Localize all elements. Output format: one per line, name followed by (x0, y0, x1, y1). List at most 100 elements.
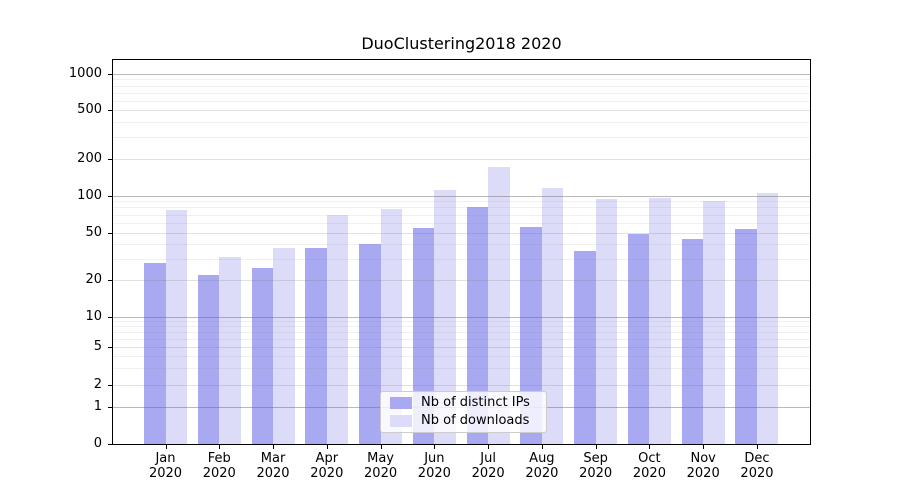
x-tick-label: Feb 2020 (187, 451, 251, 481)
gridline (113, 347, 810, 348)
legend-label-downloads: Nb of downloads (421, 413, 530, 428)
gridline-minor (113, 356, 810, 358)
x-tick (595, 445, 597, 449)
x-tick-label: Oct 2020 (617, 451, 681, 481)
gridline-minor (113, 244, 810, 246)
y-tick-label: 50 (85, 224, 102, 240)
y-tick (108, 347, 113, 348)
x-tick-year: 2020 (525, 466, 559, 481)
gridline-major (113, 195, 810, 197)
gridline-minor (113, 121, 810, 123)
gridline-minor (113, 332, 810, 334)
x-tick-label: May 2020 (349, 451, 413, 481)
plot-area (112, 59, 811, 445)
gridline-minor (113, 100, 810, 102)
x-tick-year: 2020 (256, 466, 290, 481)
gridline-minor (113, 321, 810, 323)
y-tick (108, 316, 113, 318)
x-tick (541, 445, 543, 449)
x-tick-year: 2020 (310, 466, 344, 481)
gridline-minor (113, 214, 810, 216)
y-tick-label: 5 (93, 339, 102, 354)
gridline (113, 159, 810, 160)
bar-distinct-ips (359, 244, 381, 444)
x-tick-month: Jun (424, 451, 445, 466)
y-tick (108, 385, 113, 386)
gridline-minor (113, 92, 810, 94)
legend-label-distinct-ips: Nb of distinct IPs (421, 395, 530, 410)
bar-distinct-ips (197, 275, 220, 444)
bar-downloads (703, 200, 725, 444)
bar-distinct-ips (305, 248, 327, 444)
x-tick-year: 2020 (632, 466, 666, 481)
bar-downloads (326, 214, 349, 444)
gridline-major (113, 74, 810, 75)
x-tick (488, 445, 490, 449)
x-tick-label: Nov 2020 (671, 451, 735, 481)
y-tick-label: 100 (77, 187, 102, 203)
bar-distinct-ips (251, 268, 274, 444)
gridline-minor (113, 368, 810, 370)
x-tick-year: 2020 (417, 466, 451, 481)
legend-item-downloads: Nb of downloads (390, 414, 546, 428)
bar-downloads (488, 166, 510, 444)
y-tick (108, 74, 113, 75)
x-tick (649, 445, 651, 449)
x-tick-label: Jul 2020 (456, 451, 520, 481)
x-tick-label: Dec 2020 (725, 451, 789, 481)
x-tick-year: 2020 (364, 466, 398, 481)
x-tick-month: Apr (315, 451, 339, 466)
gridline-minor (113, 201, 810, 203)
bar-downloads (756, 193, 779, 444)
bar-distinct-ips (144, 262, 166, 444)
gridline-minor (113, 338, 810, 340)
x-tick (756, 445, 758, 449)
y-tick-label: 2 (93, 377, 102, 392)
gridline-minor (113, 85, 810, 87)
legend: Nb of distinct IPs Nb of downloads (380, 391, 547, 433)
x-tick-label: Jan 2020 (134, 451, 198, 481)
x-tick-year: 2020 (148, 466, 183, 481)
bar-downloads (380, 209, 403, 444)
x-tick (380, 445, 382, 449)
bar-distinct-ips (412, 228, 435, 444)
x-tick-month: Oct (638, 451, 661, 466)
x-tick-month: Aug (529, 451, 555, 466)
x-tick (273, 445, 275, 449)
x-tick-label: Apr 2020 (295, 451, 359, 481)
gridline (113, 280, 810, 281)
x-tick-year: 2020 (740, 466, 774, 481)
x-tick-label: Sep 2020 (564, 451, 628, 481)
x-tick-month: Dec (744, 451, 770, 466)
x-tick-label: Mar 2020 (241, 451, 305, 481)
gridline-minor (113, 207, 810, 209)
x-tick-year: 2020 (579, 466, 613, 481)
x-tick (434, 445, 436, 449)
legend-swatch-distinct-ips (390, 397, 412, 409)
gridline-minor (113, 258, 810, 260)
bar-downloads (595, 198, 618, 444)
y-tick (108, 159, 113, 160)
legend-item-distinct-ips: Nb of distinct IPs (390, 396, 546, 410)
x-tick-month: Sep (583, 451, 608, 466)
gridline-minor (113, 137, 810, 139)
bar-distinct-ips (681, 239, 704, 444)
gridline (113, 232, 810, 234)
x-tick-year: 2020 (686, 466, 720, 481)
bar-distinct-ips (627, 233, 650, 444)
gridline-minor (113, 79, 810, 81)
y-tick-label: 10 (85, 308, 102, 324)
y-tick-label: 200 (77, 151, 102, 166)
gridline (113, 385, 810, 386)
x-tick-month: Mar (260, 451, 286, 466)
bar-downloads (219, 257, 241, 444)
y-tick (108, 407, 113, 408)
bar-distinct-ips (466, 206, 489, 444)
gridline-minor (113, 326, 810, 328)
gridline (113, 110, 810, 111)
bar-distinct-ips (574, 250, 596, 444)
y-tick-label: 20 (85, 272, 102, 287)
gridline-major (113, 316, 810, 318)
x-tick (219, 445, 221, 449)
